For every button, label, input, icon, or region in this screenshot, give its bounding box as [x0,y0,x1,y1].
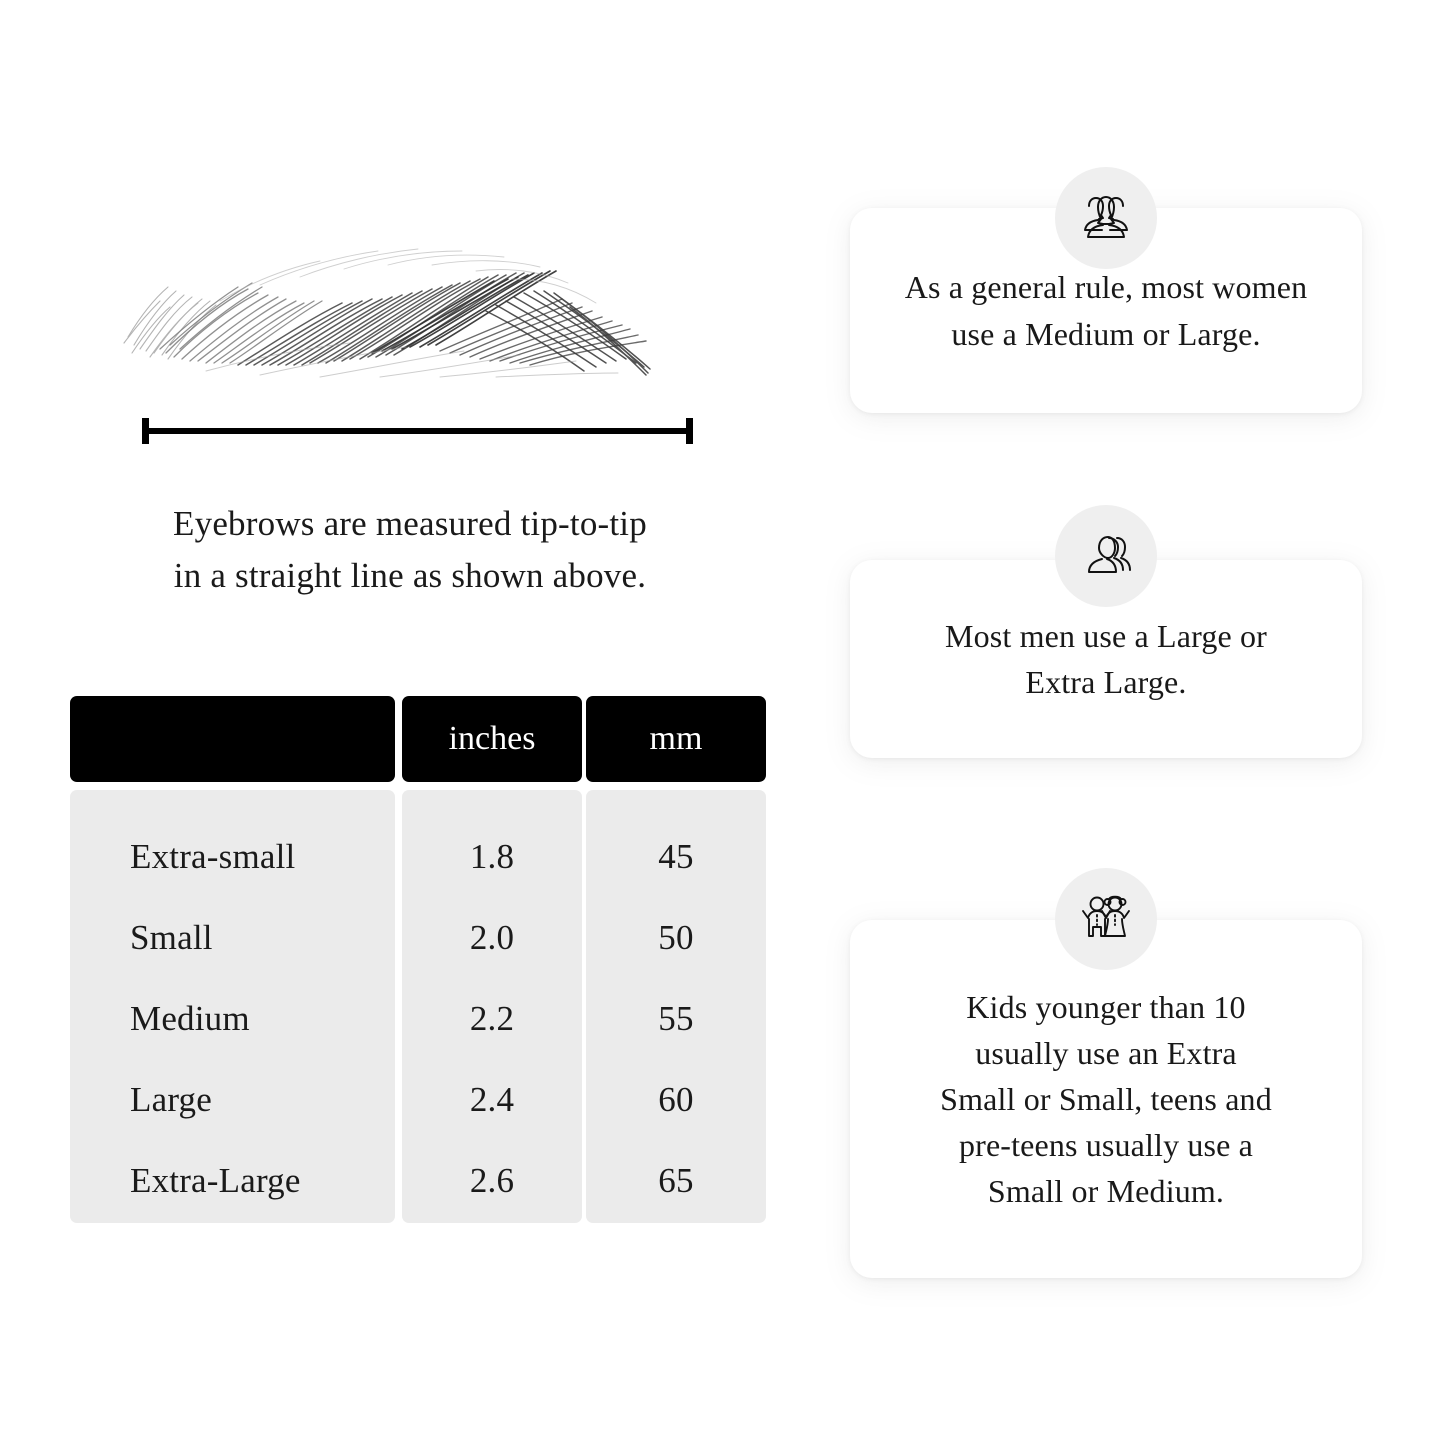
table-row: Extra-Large [130,1160,301,1200]
table-row: Large [130,1079,212,1119]
table-body: Extra-small 1.8 45 Small 2.0 50 Medium 2… [70,790,766,1223]
table-row: Medium [130,998,250,1038]
table-header-row: inches mm [70,696,766,782]
table-row: 2.6 [469,1160,515,1200]
card3-line-4: pre-teens usually use a [958,1127,1253,1164]
caption-line-1: Eyebrows are measured tip-to-tip [173,504,647,543]
three-men-icon [1055,505,1157,607]
table-row: 2.2 [469,998,515,1038]
eyebrow-illustration [110,225,730,405]
table-row: Small [130,917,213,957]
measurement-bar-right-cap [686,418,693,444]
card2-line-1: Most men use a Large or [945,617,1267,654]
table-row: Extra-small [130,836,296,876]
card2-line-2: Extra Large. [1025,664,1187,700]
card3-line-2: usually use an Extra [975,1034,1237,1071]
info-card-men-text: Most men use a Large or Extra Large. [945,613,1267,705]
three-women-icon [1055,167,1157,269]
card1-line-1: As a general rule, most women [904,269,1308,306]
card1-line-2: use a Medium or Large. [951,315,1261,352]
table-row: 55 [658,998,694,1038]
table-row: 45 [658,836,694,876]
info-cards-column: As a general rule, most women use a Medi… [800,0,1445,1445]
table-header-size [70,696,395,782]
table-row: 60 [658,1079,694,1119]
table-row: 65 [658,1160,694,1200]
table-column-size [70,790,395,1223]
caption-line-2: in a straight line as shown above. [173,555,647,595]
measurement-bar-left-cap [142,418,149,444]
table-header-inches: inches [402,696,582,782]
measurement-bar [142,418,693,444]
table-row: 2.0 [469,917,515,957]
card3-line-5: Small or Medium. [987,1173,1225,1210]
table-row: 2.4 [469,1079,515,1119]
size-table: inches mm Extra-small 1.8 45 Small 2.0 5… [70,696,766,1223]
two-kids-icon [1055,868,1157,970]
left-column: Eyebrows are measured tip-to-tip in a st… [70,225,766,1223]
measurement-bar-line [142,428,693,434]
table-row: 50 [658,917,694,957]
info-card-kids: Kids younger than 10 usually use an Extr… [850,920,1362,1278]
table-row: 1.8 [469,836,515,876]
info-card-kids-text: Kids younger than 10 usually use an Extr… [940,984,1272,1214]
table-header-mm: mm [586,696,766,782]
card3-line-3: Small or Small, teens and [940,1080,1272,1117]
card3-line-1: Kids younger than 10 [966,988,1246,1025]
table-column-mm [586,790,766,1223]
info-card-women-text: As a general rule, most women use a Medi… [905,264,1307,356]
table-column-inches [402,790,582,1223]
info-card-men: Most men use a Large or Extra Large. [850,560,1362,758]
measurement-caption: Eyebrows are measured tip-to-tip in a st… [70,498,750,602]
